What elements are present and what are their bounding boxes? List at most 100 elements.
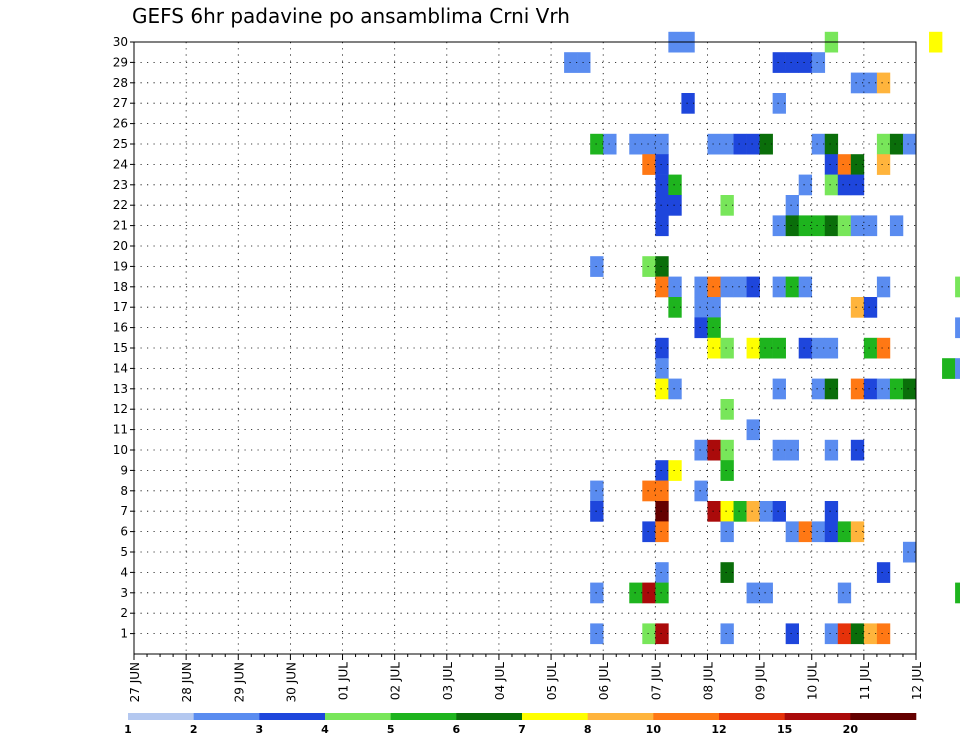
precip-cell [824,378,839,400]
precip-cell [902,378,917,400]
precip-cell [772,215,786,237]
precip-cell [629,133,643,155]
precip-cell [707,133,721,155]
precip-cell [785,276,799,298]
precip-cell [876,133,891,155]
y-tick-label: 23 [113,178,128,192]
precip-cell [668,378,682,400]
precip-cell [824,133,839,155]
precip-cell [655,480,669,502]
x-tick-label: 10 JUL [806,662,820,700]
y-tick-label: 4 [120,565,128,579]
y-tick-label: 12 [113,402,128,416]
y-tick-label: 14 [113,361,128,375]
precip-cell [655,256,669,277]
precip-cell [694,297,708,318]
precip-cell [785,439,799,461]
x-tick-label: 08 JUL [701,662,715,700]
precip-cell [811,52,826,73]
y-tick-label: 30 [113,35,128,49]
precip-cell [955,582,960,604]
y-tick-label: 15 [113,341,128,355]
y-tick-label: 1 [120,627,128,641]
precip-cell [955,317,960,339]
x-tick-label: 01 JUL [337,662,351,700]
precip-cell [863,297,878,318]
precip-cell [707,501,721,522]
precip-cell [850,623,865,645]
colorbar-label: 5 [387,723,395,736]
colorbar-label: 10 [646,723,662,736]
y-tick-label: 19 [113,259,128,273]
precip-cell [733,133,747,155]
colorbar-label: 1 [124,723,132,736]
precip-cell [863,378,878,400]
precip-cell [863,215,878,237]
precip-cell [746,582,760,604]
precip-cell [655,582,669,604]
x-tick-label: 05 JUL [545,662,559,700]
y-tick-label: 16 [113,321,128,335]
precip-cell [824,501,839,522]
colorbar-label: 7 [518,723,526,736]
precip-cell [746,419,760,441]
precip-cell [811,133,826,155]
colorbar-label: 6 [453,723,461,736]
precip-cell [850,521,865,543]
y-tick-label: 11 [113,423,128,437]
precip-cell [720,133,734,155]
precip-cell [889,215,904,237]
precip-cell [655,337,669,359]
x-tick-label: 28 JUN [180,662,194,702]
y-tick-label: 24 [113,157,128,171]
precip-cell [772,337,786,359]
precip-cell [655,358,669,379]
colorbar-label: 15 [777,723,792,736]
precip-cell [876,72,891,94]
precip-cell [590,133,604,155]
precip-cell [824,521,839,543]
precip-cell [876,378,891,400]
precip-cell [772,52,786,73]
precip-cell [655,501,669,522]
precip-cell [707,276,721,298]
precip-cell [889,378,904,400]
precip-cell [837,154,852,175]
x-tick-label: 03 JUL [441,662,455,700]
precip-cell [746,133,760,155]
precip-cell [837,521,852,543]
precip-cell [785,623,799,645]
x-axis: 27 JUN 28 JUN 29 JUN 30 JUN 01 JUL 02 JUL 03 J… [128,654,924,702]
x-tick-label: 06 JUL [597,662,611,700]
x-tick-label: 12 JUL [910,662,924,700]
colorbar-swatch [193,713,260,720]
precip-cell [850,297,865,318]
y-tick-label: 20 [113,239,128,253]
precip-cell [603,133,617,155]
precip-cell [863,72,878,94]
colorbar-label: 20 [843,723,859,736]
precip-cell [824,215,839,237]
precip-cell [746,337,760,359]
x-tick-label: 30 JUN [284,662,298,702]
precip-cell [733,501,747,522]
y-tick-label: 28 [113,76,128,90]
precip-cell [772,276,786,298]
precip-cell [720,562,734,583]
precip-cell [955,358,960,379]
precip-cell [850,174,865,196]
precip-cell [837,582,852,604]
precip-cell [655,174,669,196]
precip-cell [837,174,852,196]
precip-cell [876,154,891,175]
precip-cell [668,276,682,298]
precip-cell [876,623,891,645]
precip-cell [798,174,813,196]
precip-cell [642,521,656,543]
precip-cell [863,337,878,359]
precip-cell [759,337,773,359]
precip-cell [837,215,852,237]
precip-cell [590,256,604,277]
precip-cell [850,72,865,94]
